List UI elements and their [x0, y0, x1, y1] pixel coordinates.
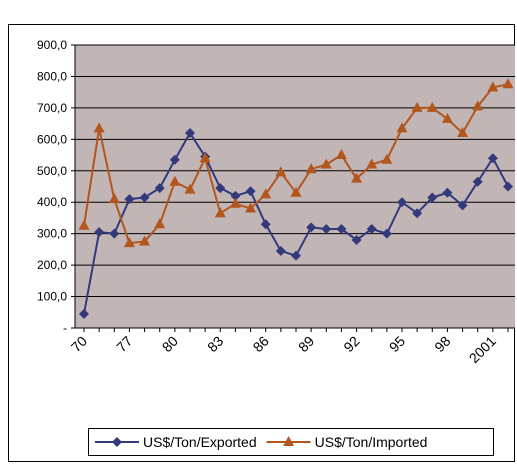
- y-tick-label: 800,0: [37, 69, 67, 83]
- y-tick-label: 700,0: [37, 101, 67, 115]
- point: [321, 223, 332, 234]
- point: [139, 192, 150, 203]
- point: [154, 218, 166, 229]
- point: [93, 122, 105, 133]
- point: [426, 101, 438, 112]
- point: [472, 100, 484, 111]
- point: [185, 128, 195, 139]
- y-tick-label: 200,0: [37, 258, 67, 272]
- y-tick-label: 900,0: [37, 38, 67, 52]
- point: [108, 193, 120, 204]
- point: [487, 153, 498, 164]
- point: [335, 149, 347, 160]
- legend-label: US$/Ton/Exported: [143, 434, 257, 450]
- y-tick-label: -: [63, 321, 67, 335]
- point: [245, 186, 256, 197]
- point: [112, 437, 122, 447]
- y-tick-label: 300,0: [37, 227, 67, 241]
- point: [503, 181, 513, 192]
- point: [199, 152, 211, 163]
- point: [441, 112, 453, 123]
- point: [457, 200, 468, 211]
- y-tick-label: 400,0: [37, 195, 67, 209]
- y-tick-label: 600,0: [37, 132, 67, 146]
- point: [283, 436, 295, 446]
- y-tick-label: 500,0: [37, 164, 67, 178]
- point: [94, 227, 105, 238]
- legend-label: US$/Ton/Imported: [315, 434, 428, 450]
- point: [305, 163, 317, 174]
- point: [487, 81, 499, 92]
- point: [215, 183, 226, 194]
- point: [275, 166, 287, 177]
- point: [260, 219, 271, 230]
- point: [260, 188, 272, 199]
- point: [275, 245, 286, 256]
- point: [336, 223, 347, 234]
- point: [351, 234, 362, 245]
- point: [229, 197, 241, 208]
- point: [320, 158, 332, 169]
- point: [184, 183, 196, 194]
- point: [154, 183, 165, 194]
- point: [396, 122, 408, 133]
- point: [411, 101, 423, 112]
- point: [502, 78, 514, 89]
- point: [123, 237, 135, 248]
- y-tick-label: 100,0: [37, 290, 67, 304]
- point: [290, 186, 302, 197]
- point: [381, 228, 392, 239]
- point: [306, 222, 317, 233]
- point: [124, 194, 135, 205]
- point: [109, 228, 120, 239]
- point: [381, 153, 393, 164]
- point: [427, 192, 438, 203]
- point: [351, 172, 363, 183]
- point: [78, 219, 90, 230]
- point: [245, 202, 257, 213]
- point: [79, 308, 89, 319]
- point: [139, 235, 151, 246]
- point: [397, 197, 407, 208]
- point: [442, 187, 453, 198]
- point: [169, 175, 181, 186]
- point: [472, 176, 483, 187]
- point: [214, 207, 226, 218]
- point: [230, 190, 241, 201]
- point: [291, 250, 301, 261]
- plot-area: [75, 45, 515, 328]
- point: [412, 208, 423, 219]
- point: [457, 127, 469, 138]
- point: [366, 158, 378, 169]
- point: [169, 154, 180, 165]
- point: [366, 223, 377, 234]
